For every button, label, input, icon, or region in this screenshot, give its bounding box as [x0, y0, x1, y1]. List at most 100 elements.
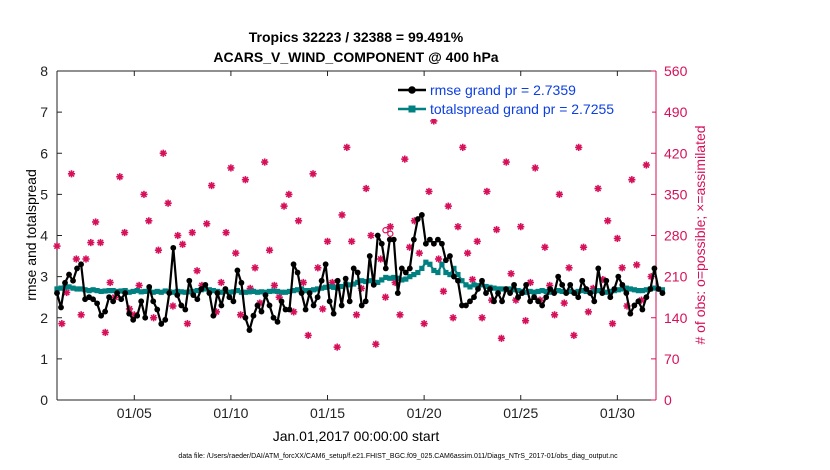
spread-point: [278, 289, 285, 295]
spread-point: [66, 284, 72, 290]
obs-marker-stroke: [551, 311, 558, 318]
rmse-point: [406, 265, 413, 272]
obs-assimilated-marker: [377, 255, 385, 263]
spread-point: [603, 289, 609, 295]
spread-point: [591, 288, 597, 295]
spread-point: [290, 288, 297, 294]
spread-point: [515, 288, 521, 294]
spread-point: [158, 289, 164, 295]
spread-point: [499, 286, 505, 292]
obs-marker-stroke: [295, 217, 302, 224]
rmse-point: [579, 277, 586, 284]
obs-marker-stroke: [565, 264, 573, 271]
obs-assimilated-marker: [618, 264, 626, 272]
rmse-point: [146, 284, 153, 290]
obs-assimilated-marker: [425, 187, 433, 196]
spread-point: [643, 287, 649, 293]
obs-assimilated-marker: [159, 149, 167, 157]
obs-marker-stroke: [285, 191, 293, 198]
rmse-point: [62, 279, 68, 286]
spread-point: [439, 261, 445, 267]
obs-marker-stroke: [121, 229, 128, 236]
obs-assimilated-marker: [386, 223, 394, 231]
rmse-point: [182, 306, 189, 313]
obs-assimilated-marker: [473, 237, 481, 245]
obs-marker-stroke: [503, 158, 510, 166]
obs-assimilated-marker: [608, 320, 617, 328]
obs-marker-stroke: [222, 229, 230, 236]
obs-assimilated-marker: [203, 220, 211, 228]
obs-marker-stroke: [362, 185, 370, 192]
spread-point: [202, 286, 208, 292]
obs-marker-stroke: [604, 217, 611, 224]
spread-point: [635, 288, 641, 294]
rmse-point: [166, 290, 173, 296]
rmse-point: [342, 275, 349, 282]
obs-marker-stroke: [628, 176, 636, 183]
rmse-point: [198, 286, 205, 292]
rmse-point: [370, 281, 377, 288]
spread-point: [230, 289, 237, 295]
y-tick-label-right: 490: [664, 104, 688, 120]
obs-assimilated-marker: [579, 243, 588, 251]
spread-point: [531, 289, 537, 295]
obs-marker-stroke: [145, 217, 152, 224]
obs-possible-marker: [382, 227, 389, 234]
spread-point: [595, 288, 601, 294]
rmse-point: [130, 316, 137, 323]
obs-assimilated-marker: [193, 267, 201, 275]
y-tick-label-right: 140: [664, 310, 688, 326]
spread-point: [399, 277, 405, 283]
spread-point: [266, 288, 273, 295]
rmse-point: [467, 298, 473, 305]
obs-assimilated-marker: [352, 311, 361, 319]
obs-marker-stroke: [609, 320, 616, 327]
obs-assimilated-marker: [502, 158, 510, 166]
spread-point: [543, 288, 549, 295]
spread-point: [447, 271, 453, 278]
x-tick-label: 01/20: [407, 405, 442, 421]
rmse-point: [398, 265, 405, 272]
spread-point: [539, 288, 545, 294]
y-axis-label-right: # of obs: o=possible; ×=assimilated: [692, 125, 708, 344]
rmse-point: [274, 318, 281, 325]
obs-marker-stroke: [261, 158, 268, 166]
obs-assimilated-marker: [145, 217, 153, 225]
spread-point: [379, 277, 385, 283]
spread-point: [282, 289, 289, 295]
rmse-point: [174, 292, 181, 299]
rmse-point: [234, 267, 241, 274]
obs-marker-stroke: [58, 320, 65, 327]
spread-point: [90, 287, 96, 293]
rmse-point: [475, 286, 481, 292]
spread-point: [178, 289, 184, 295]
obs-marker-stroke: [498, 335, 505, 342]
obs-marker-stroke: [372, 341, 379, 348]
obs-marker-stroke: [300, 279, 307, 286]
y-tick-label-right: 350: [664, 186, 688, 202]
spread-point: [250, 288, 257, 295]
obs-marker-stroke: [541, 244, 549, 251]
obs-assimilated-marker: [280, 202, 288, 210]
rmse-point: [378, 240, 385, 247]
spread-point: [467, 284, 473, 290]
obs-possible-marker: [387, 230, 394, 237]
spread-point: [435, 269, 441, 276]
obs-marker-stroke: [184, 320, 191, 327]
obs-marker-stroke: [425, 188, 433, 195]
obs-marker-stroke: [116, 173, 123, 180]
obs-assimilated-marker: [507, 270, 515, 278]
spread-point: [619, 286, 625, 292]
rmse-point: [186, 277, 193, 284]
rmse-point: [158, 321, 165, 327]
spread-point: [246, 289, 253, 295]
rmse-point: [358, 302, 365, 309]
spread-point: [138, 289, 144, 295]
rmse-point: [615, 273, 622, 280]
spread-point: [142, 288, 148, 295]
rmse-point: [635, 298, 642, 305]
obs-assimilated-marker: [575, 143, 583, 151]
rmse-point: [54, 290, 60, 296]
rmse-point: [402, 269, 409, 276]
rmse-point: [511, 281, 517, 288]
